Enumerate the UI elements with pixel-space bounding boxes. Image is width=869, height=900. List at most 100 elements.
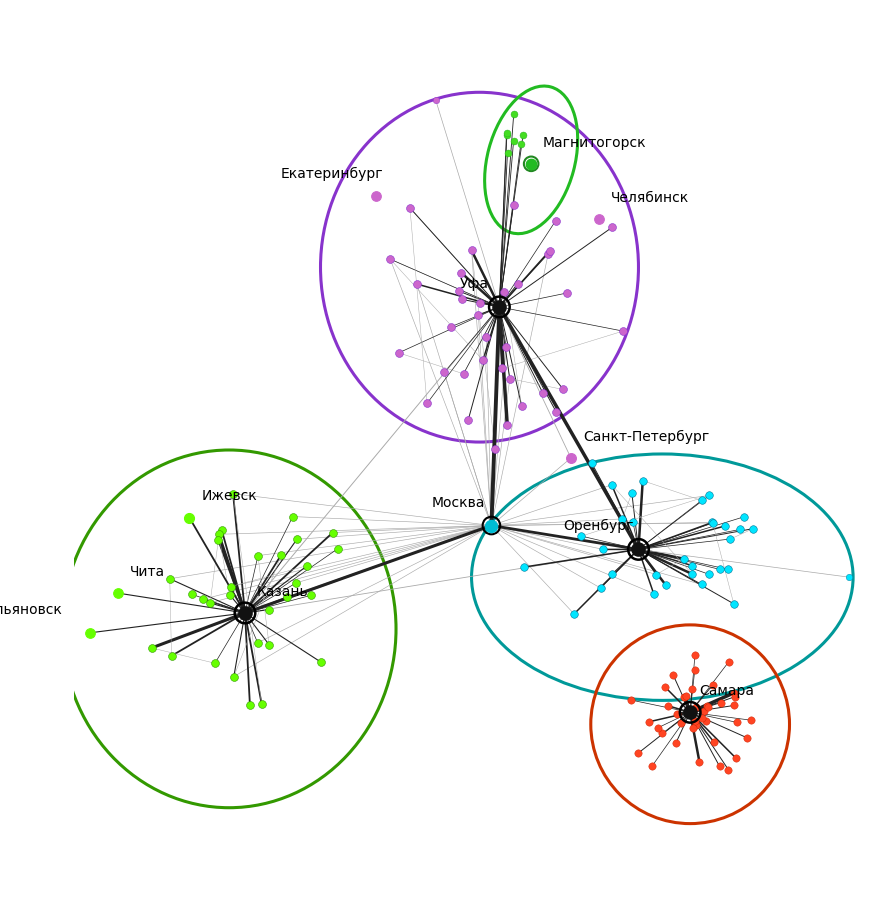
Point — [484, 518, 498, 533]
Point — [212, 527, 226, 542]
Point — [196, 592, 210, 607]
Point — [444, 320, 458, 334]
Point — [455, 292, 469, 307]
Text: Екатеринбург: Екатеринбург — [281, 167, 383, 181]
Point — [721, 562, 735, 577]
Point — [488, 441, 502, 455]
Point — [437, 365, 451, 380]
Text: Магнитогорск: Магнитогорск — [543, 136, 647, 149]
Point — [680, 688, 693, 703]
Point — [626, 515, 640, 529]
Point — [428, 93, 442, 107]
Point — [501, 146, 514, 160]
Point — [280, 590, 294, 604]
Point — [574, 529, 588, 544]
Point — [290, 532, 304, 546]
Point — [730, 716, 744, 730]
Point — [605, 478, 619, 492]
Point — [713, 759, 726, 773]
Point — [163, 572, 176, 586]
Point — [222, 588, 236, 602]
Point — [501, 418, 514, 432]
Point — [524, 157, 538, 171]
Point — [645, 760, 659, 774]
Point — [707, 735, 721, 750]
Point — [503, 372, 517, 386]
Point — [685, 681, 699, 696]
Point — [403, 201, 417, 215]
Point — [476, 353, 490, 367]
Point — [275, 547, 289, 562]
Point — [500, 126, 514, 140]
Point — [655, 726, 669, 741]
Point — [659, 578, 673, 592]
Point — [484, 518, 498, 533]
Point — [517, 560, 531, 574]
Point — [697, 704, 711, 718]
Point — [721, 762, 735, 777]
Point — [693, 755, 706, 770]
Point — [721, 654, 735, 669]
Point — [461, 412, 475, 427]
Point — [227, 670, 241, 684]
Point — [683, 705, 697, 719]
Text: Чита: Чита — [129, 565, 165, 579]
Point — [514, 399, 528, 413]
Point — [688, 647, 702, 662]
Point — [208, 656, 222, 670]
Point — [689, 700, 703, 715]
Point — [702, 488, 716, 502]
Point — [616, 324, 630, 338]
Point — [215, 523, 229, 537]
Point — [625, 486, 639, 500]
Point — [647, 586, 660, 600]
Point — [511, 276, 525, 291]
Point — [536, 386, 550, 400]
Point — [585, 455, 599, 470]
Point — [326, 526, 340, 540]
Point — [111, 586, 125, 600]
Point — [500, 339, 514, 354]
Text: Уфа: Уфа — [460, 277, 488, 291]
Point — [454, 266, 468, 280]
Point — [705, 516, 719, 530]
Text: Казань: Казань — [257, 585, 308, 598]
Point — [694, 493, 708, 508]
Point — [495, 361, 509, 375]
Point — [548, 213, 562, 228]
Point — [493, 300, 507, 314]
Point — [706, 516, 720, 530]
Point — [543, 243, 557, 257]
Point — [500, 128, 514, 142]
Point — [262, 602, 275, 616]
Point — [733, 522, 746, 536]
Point — [226, 487, 240, 501]
Point — [674, 716, 688, 730]
Point — [560, 286, 574, 301]
Point — [624, 693, 638, 707]
Point — [493, 300, 507, 314]
Point — [688, 662, 702, 677]
Point — [185, 587, 199, 601]
Point — [726, 597, 740, 611]
Point — [182, 510, 196, 525]
Point — [632, 542, 646, 556]
Point — [145, 641, 159, 655]
Point — [728, 689, 742, 704]
Point — [649, 567, 663, 581]
Point — [567, 607, 581, 621]
Point — [203, 596, 217, 610]
Point — [480, 330, 494, 345]
Point — [211, 533, 225, 547]
Point — [83, 626, 97, 640]
Point — [701, 700, 715, 715]
Point — [713, 696, 727, 710]
Point — [238, 606, 252, 620]
Point — [262, 637, 276, 652]
Text: Оренбург: Оренбург — [563, 519, 634, 534]
Point — [420, 396, 434, 410]
Point — [689, 717, 703, 732]
Point — [564, 451, 578, 465]
Point — [688, 714, 702, 728]
Point — [706, 678, 720, 692]
